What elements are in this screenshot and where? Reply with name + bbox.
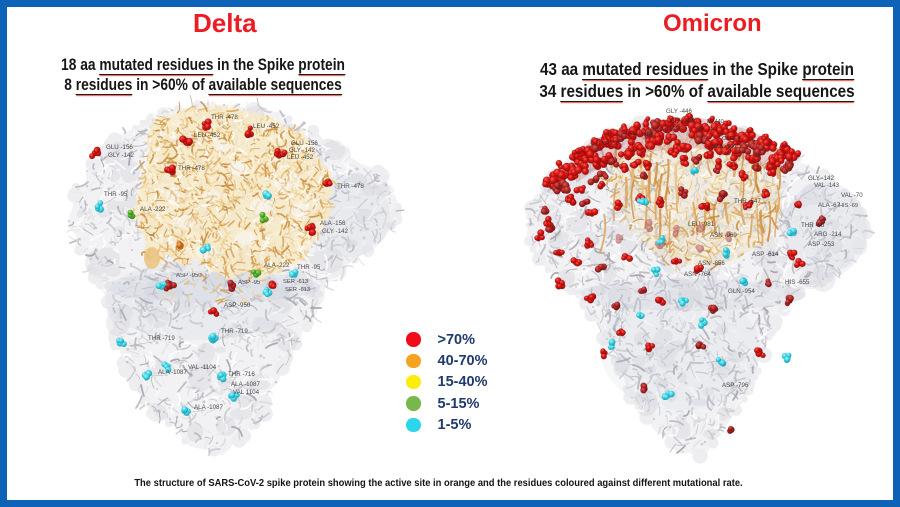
svg-text:GLY -142: GLY -142 bbox=[289, 147, 315, 154]
svg-text:GLY -142: GLY -142 bbox=[108, 152, 134, 159]
svg-text:ASP -950: ASP -950 bbox=[176, 273, 202, 279]
svg-text:ASP -950: ASP -950 bbox=[224, 302, 251, 309]
svg-text:ALA -1087: ALA -1087 bbox=[194, 404, 223, 411]
svg-text:ALA -67: ALA -67 bbox=[818, 202, 841, 209]
svg-text:ASP -95: ASP -95 bbox=[238, 280, 261, 286]
svg-text:ARG -214: ARG -214 bbox=[814, 231, 842, 238]
svg-text:HIS -655: HIS -655 bbox=[785, 279, 810, 286]
svg-text:ALA -1087: ALA -1087 bbox=[158, 369, 187, 376]
svg-text:THR -719: THR -719 bbox=[148, 335, 175, 342]
svg-text:ASN -764: ASN -764 bbox=[684, 271, 711, 278]
svg-text:ALA -156: ALA -156 bbox=[320, 220, 346, 227]
svg-text:THR -95: THR -95 bbox=[104, 191, 128, 198]
svg-text:THR -719: THR -719 bbox=[221, 328, 248, 335]
svg-text:LEU -452: LEU -452 bbox=[253, 123, 280, 130]
svg-text:THR -478: THR -478 bbox=[337, 183, 364, 190]
svg-text:ALA -222: ALA -222 bbox=[140, 206, 166, 213]
svg-text:96: 96 bbox=[697, 126, 703, 132]
svg-text:VAL -70: VAL -70 bbox=[841, 192, 863, 199]
svg-text:THR -478: THR -478 bbox=[211, 114, 238, 121]
svg-text:VAL 1104: VAL 1104 bbox=[233, 389, 260, 396]
svg-text:GLU -156: GLU -156 bbox=[106, 144, 133, 151]
svg-text:GLY -142: GLY -142 bbox=[322, 228, 348, 235]
svg-text:GLU -484: GLU -484 bbox=[628, 131, 654, 137]
svg-text:ASN -856: ASN -856 bbox=[698, 260, 725, 267]
svg-text:THR -478: THR -478 bbox=[178, 165, 205, 172]
svg-text:VAL -1104: VAL -1104 bbox=[188, 364, 217, 371]
svg-text:O6R -4: O6R -4 bbox=[722, 136, 741, 142]
svg-text:GLU -156: GLU -156 bbox=[291, 140, 318, 147]
svg-text:THR -95: THR -95 bbox=[297, 264, 321, 271]
svg-text:ASP -796: ASP -796 bbox=[722, 382, 749, 389]
svg-text:LEU -981: LEU -981 bbox=[688, 221, 715, 228]
svg-text:GLN -954: GLN -954 bbox=[728, 288, 755, 295]
svg-text:SER -613: SER -613 bbox=[285, 287, 310, 293]
svg-text:ASP -614: ASP -614 bbox=[752, 251, 779, 258]
svg-text:ASN -969: ASN -969 bbox=[710, 232, 737, 239]
svg-text:LEU -452: LEU -452 bbox=[194, 132, 221, 139]
svg-text:ALA -1087: ALA -1087 bbox=[231, 381, 260, 388]
svg-text:SER -613: SER -613 bbox=[283, 279, 308, 285]
svg-text:N -440: N -440 bbox=[707, 119, 724, 125]
svg-text:ASP -253: ASP -253 bbox=[808, 241, 835, 248]
svg-text:ALA -222: ALA -222 bbox=[264, 262, 290, 269]
svg-text:GLN -400: GLN -400 bbox=[670, 118, 697, 125]
svg-text:TYR -50: TYR -50 bbox=[598, 141, 619, 147]
svg-text:THR -547: THR -547 bbox=[734, 198, 761, 205]
svg-text:THR -716: THR -716 bbox=[228, 371, 255, 378]
svg-text:LEU -452: LEU -452 bbox=[287, 154, 314, 161]
svg-text:HIS -69: HIS -69 bbox=[839, 203, 858, 209]
svg-text:GLY -446: GLY -446 bbox=[666, 108, 692, 115]
svg-text:SER -371: SER -371 bbox=[712, 144, 737, 150]
svg-text:VAL -143: VAL -143 bbox=[814, 182, 840, 189]
svg-text:GLY -142: GLY -142 bbox=[808, 175, 834, 182]
svg-text:THR -95: THR -95 bbox=[801, 222, 825, 229]
